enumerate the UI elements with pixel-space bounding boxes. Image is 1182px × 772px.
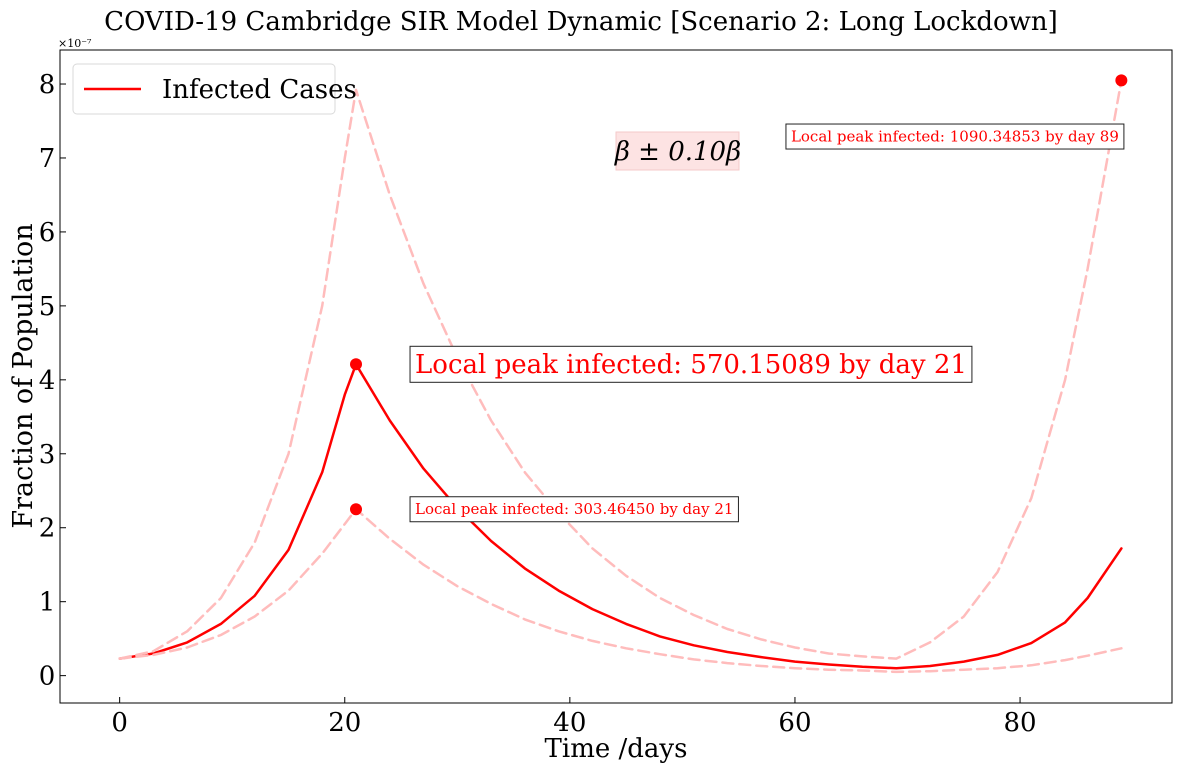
annotation-box	[785, 123, 1125, 150]
annotation-text: Local peak infected: 570.15089 by day 21	[415, 350, 967, 380]
legend-label: Infected Cases	[162, 75, 357, 105]
peak-marker-0	[350, 358, 363, 371]
legend-box	[72, 63, 336, 115]
y-tick-label: 6	[39, 218, 56, 248]
y-tick-label: 3	[39, 440, 56, 470]
chart-title: COVID-19 Cambridge SIR Model Dynamic [Sc…	[104, 7, 1058, 37]
beta-box	[615, 131, 740, 171]
annotation-text: Local peak infected: 1090.34853 by day 8…	[791, 127, 1119, 145]
ticks-layer: 0 20 40 60 80 0 1 2 3 4 5 6 7 8	[39, 70, 1037, 738]
x-tick-label: 80	[1004, 708, 1037, 738]
series-line-band-1	[118, 79, 1123, 660]
y-tick-label: 0	[39, 662, 56, 692]
annotation-box	[409, 496, 739, 523]
y-offset-label: ×10⁻⁷	[58, 37, 92, 50]
plot-area	[59, 49, 1173, 704]
y-tick-label: 7	[39, 144, 56, 174]
peak-annotation-0: Local peak infected: 570.15089 by day 21	[409, 345, 973, 383]
y-tick-label: 5	[39, 292, 56, 322]
annotations-layer: Local peak infected: 570.15089 by day 21…	[409, 123, 1125, 523]
peaks-layer	[350, 74, 1128, 516]
peak-annotation-1: Local peak infected: 303.46450 by day 21	[409, 496, 739, 523]
x-tick-label: 60	[778, 708, 811, 738]
legend: Infected Cases	[72, 63, 357, 115]
series-line-band-2	[118, 507, 1123, 674]
beta-label: β ± 0.10β	[614, 137, 741, 167]
x-tick-label: 40	[553, 708, 586, 738]
y-tick-label: 2	[39, 514, 56, 544]
x-tick-label: 20	[328, 708, 361, 738]
beta-annotation: β ± 0.10β	[614, 131, 741, 171]
y-tick-label: 4	[39, 366, 56, 396]
x-tick-label: 0	[111, 708, 128, 738]
peak-marker-2	[1115, 74, 1128, 87]
series-layer	[118, 79, 1123, 674]
peak-marker-1	[350, 503, 363, 516]
series-line-infected	[118, 363, 1123, 670]
axes-frame	[59, 49, 1173, 704]
annotation-box	[409, 345, 973, 383]
x-axis-label: Time /days	[545, 734, 688, 764]
y-tick-label: 1	[39, 588, 56, 618]
peak-annotation-2: Local peak infected: 1090.34853 by day 8…	[785, 123, 1125, 150]
y-tick-label: 8	[39, 70, 56, 100]
annotation-text: Local peak infected: 303.46450 by day 21	[415, 500, 733, 518]
y-axis-label: Fraction of Population	[8, 223, 39, 528]
